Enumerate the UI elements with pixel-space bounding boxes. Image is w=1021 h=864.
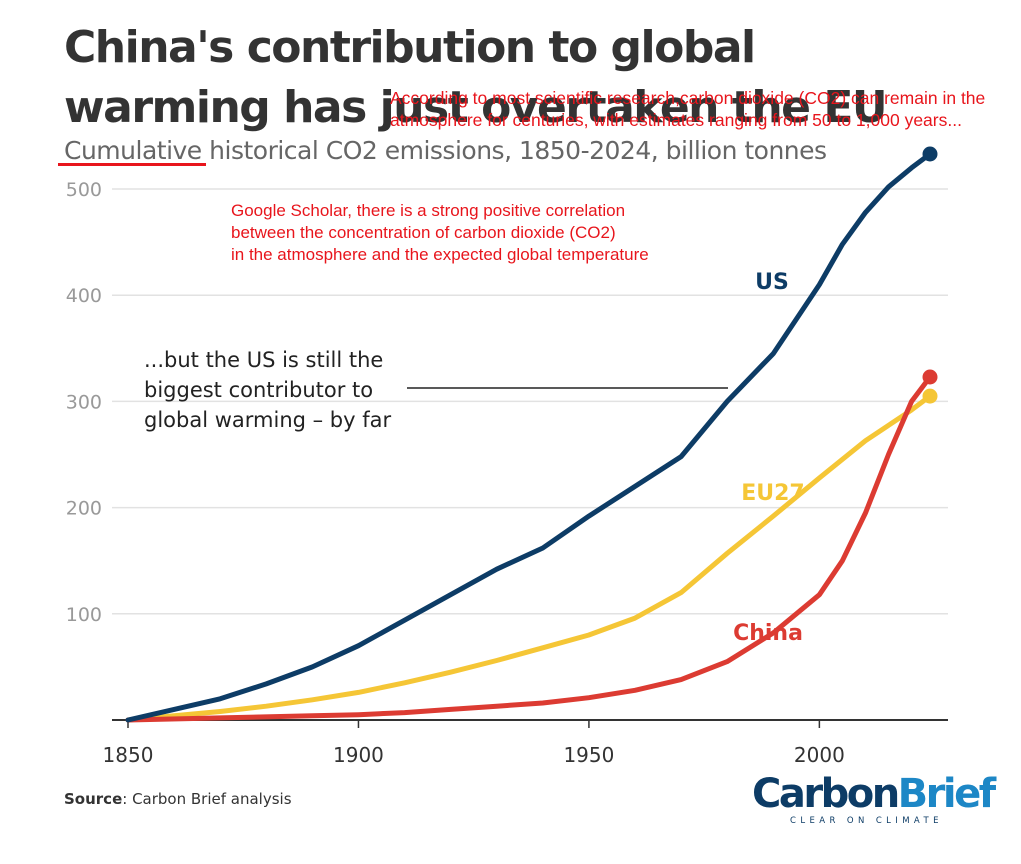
series-labels: US EU27 China <box>733 270 805 646</box>
logo-carbon: Carbon <box>752 771 900 817</box>
callout-line3: global warming – by far <box>144 408 392 432</box>
series-line-eu27 <box>125 393 933 723</box>
x-tick-label: 1850 <box>103 743 154 767</box>
source-note: Source: Carbon Brief analysis <box>64 790 292 808</box>
series-endpoint-us <box>922 146 938 162</box>
series-line-china <box>125 374 933 723</box>
logo-brief: Brief <box>897 771 996 817</box>
y-tick-label: 300 <box>66 391 102 413</box>
logo-wordmark: CarbonBrief <box>752 771 996 817</box>
annotation-correlation-line2: between the concentration of carbon diox… <box>231 223 616 242</box>
y-tick-label: 100 <box>66 604 102 626</box>
annotation-co2-lifetime: According to most scientific research,ca… <box>390 88 986 130</box>
x-tick-label: 1950 <box>563 743 614 767</box>
annotation-correlation-line3: in the atmosphere and the expected globa… <box>231 245 649 264</box>
series-endpoint-eu27 <box>922 388 938 404</box>
y-tick-label: 400 <box>66 285 102 307</box>
red-underline-mark <box>58 163 206 166</box>
chart-subtitle: Cumulative historical CO2 emissions, 185… <box>64 136 827 165</box>
annotation-correlation: Google Scholar, there is a strong positi… <box>231 200 691 266</box>
y-tick-label: 200 <box>66 498 102 520</box>
us-callout: ...but the US is still the biggest contr… <box>144 345 444 435</box>
subtitle-rest: historical CO2 emissions, 1850-2024, bil… <box>201 136 827 165</box>
annotation-correlation-line1: Google Scholar, there is a strong positi… <box>231 201 626 220</box>
callout-line1: ...but the US is still the <box>144 348 384 372</box>
series-label-china: China <box>733 621 803 646</box>
series-label-us: US <box>755 270 789 295</box>
source-label: Source <box>64 790 123 808</box>
axes: 100 200 300 400 500 1850 1900 1950 2000 <box>66 179 948 767</box>
series-endpoint-china <box>922 369 938 385</box>
x-tick-label: 1900 <box>333 743 384 767</box>
chart-title: China's contribution to global warming h… <box>64 22 888 133</box>
gridlines <box>112 188 948 615</box>
series-lines <box>125 146 938 723</box>
series-line-us <box>125 151 933 723</box>
y-tick-label: 500 <box>66 179 102 201</box>
series-label-eu27: EU27 <box>741 481 805 506</box>
logo-tagline: CLEAR ON CLIMATE <box>790 816 943 826</box>
subtitle-highlight: Cumulative <box>64 136 202 165</box>
source-text: : Carbon Brief analysis <box>122 790 292 808</box>
x-tick-label: 2000 <box>794 743 845 767</box>
callout-line2: biggest contributor to <box>144 378 374 402</box>
carbon-brief-logo: CarbonBrief CLEAR ON CLIMATE <box>752 771 996 826</box>
